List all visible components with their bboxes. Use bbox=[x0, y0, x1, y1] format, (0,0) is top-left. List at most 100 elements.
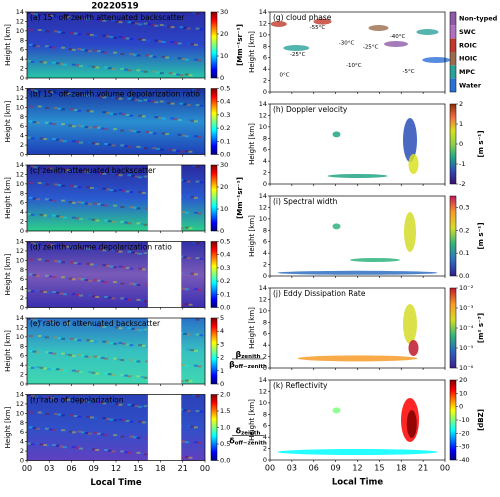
heatmap-texture bbox=[123, 374, 128, 377]
phase-region bbox=[313, 18, 332, 25]
heatmap-texture bbox=[70, 337, 75, 340]
heatmap-texture bbox=[113, 36, 118, 39]
heatmap-texture bbox=[93, 417, 98, 420]
y-tick-label: 4 bbox=[263, 433, 267, 441]
heatmap-texture bbox=[55, 215, 60, 218]
heatmap-texture bbox=[195, 89, 200, 92]
heatmap-texture bbox=[125, 190, 130, 193]
heatmap-texture bbox=[95, 247, 100, 250]
heatmap-texture bbox=[53, 168, 58, 171]
panel-title: (j) Eddy Dissipation Rate bbox=[273, 289, 366, 298]
heatmap-texture bbox=[102, 96, 107, 99]
heatmap-texture bbox=[127, 222, 132, 225]
heatmap-texture bbox=[70, 16, 75, 19]
colorbar-tick-label: 0.2 bbox=[220, 277, 230, 285]
heatmap-texture bbox=[98, 19, 103, 22]
heatmap-texture bbox=[141, 344, 146, 347]
heatmap-texture bbox=[132, 283, 137, 286]
heatmap-texture bbox=[46, 320, 51, 323]
heatmap-texture bbox=[159, 24, 164, 27]
heatmap-texture bbox=[125, 343, 130, 346]
heatmap-texture bbox=[35, 121, 40, 124]
heatmap-texture bbox=[152, 70, 157, 73]
colorbar-tick-label: 0.3 bbox=[220, 111, 230, 119]
heatmap-texture bbox=[123, 451, 128, 454]
heatmap-texture bbox=[120, 450, 125, 453]
heatmap-texture bbox=[136, 130, 141, 133]
heatmap-texture bbox=[179, 26, 184, 29]
heatmap-texture bbox=[39, 137, 44, 140]
heatmap-texture bbox=[95, 143, 100, 146]
colorbar-tick-label: 10 bbox=[220, 205, 228, 213]
heatmap-texture bbox=[53, 398, 58, 401]
heatmap-texture bbox=[70, 31, 75, 34]
heatmap-texture bbox=[43, 214, 48, 217]
denominator-subscript: off−zenith bbox=[235, 363, 267, 369]
heatmap-texture bbox=[79, 246, 84, 249]
heatmap-texture bbox=[62, 398, 67, 401]
heatmap-texture bbox=[46, 90, 51, 93]
heatmap-texture bbox=[50, 397, 55, 400]
y-tick-label: 8 bbox=[20, 419, 24, 427]
heatmap-texture bbox=[35, 366, 40, 369]
heatmap-texture bbox=[28, 273, 33, 276]
heatmap-texture bbox=[186, 180, 191, 183]
heatmap-texture bbox=[102, 264, 107, 267]
y-tick-label: 4 bbox=[20, 438, 24, 446]
denominator-symbol: δ bbox=[229, 436, 235, 445]
legend-label: Non-typed bbox=[459, 15, 498, 23]
panel-title: (h) Doppler velocity bbox=[273, 105, 348, 114]
legend-label: ROIC bbox=[459, 41, 477, 49]
heatmap-texture bbox=[186, 257, 191, 260]
y-tick-label: 0 bbox=[263, 88, 267, 96]
y-tick-label: 4 bbox=[20, 361, 24, 369]
heatmap-texture bbox=[70, 261, 75, 264]
heatmap-texture bbox=[195, 410, 200, 413]
heatmap-texture bbox=[179, 332, 184, 335]
heatmap-texture bbox=[66, 245, 71, 248]
heatmap-texture bbox=[132, 359, 137, 362]
heatmap-texture bbox=[197, 441, 202, 444]
heatmap-texture bbox=[102, 34, 107, 37]
heatmap-texture bbox=[41, 412, 46, 415]
heatmap-texture bbox=[122, 113, 127, 116]
colorbar-label-numerator: δzenith bbox=[236, 426, 261, 436]
y-axis-label: Height [km] bbox=[4, 253, 12, 295]
heatmap-texture bbox=[179, 380, 184, 383]
heatmap-texture bbox=[118, 112, 123, 115]
heatmap-texture bbox=[113, 51, 118, 54]
heatmap-texture bbox=[61, 123, 66, 126]
heatmap-texture bbox=[73, 338, 78, 341]
heatmap-texture bbox=[192, 12, 197, 14]
heatmap-texture bbox=[127, 97, 132, 100]
heatmap-texture bbox=[183, 179, 188, 182]
heatmap-texture bbox=[66, 92, 71, 95]
heatmap-texture bbox=[136, 298, 141, 301]
heatmap-texture bbox=[184, 73, 189, 76]
heatmap-texture bbox=[82, 94, 87, 97]
legend-swatch bbox=[450, 25, 456, 39]
heatmap-texture bbox=[113, 419, 118, 422]
heatmap-texture bbox=[170, 102, 175, 105]
heatmap-texture bbox=[62, 321, 67, 324]
heatmap-texture bbox=[61, 46, 66, 49]
heatmap-texture bbox=[48, 428, 53, 431]
x-tick-label: 21 bbox=[178, 464, 188, 473]
heatmap-texture bbox=[46, 291, 51, 294]
isotherm-label: -55°C bbox=[310, 25, 326, 31]
heatmap-texture bbox=[30, 366, 35, 369]
heatmap-texture bbox=[129, 359, 134, 362]
heatmap-texture bbox=[120, 129, 125, 132]
y-tick-label: 0 bbox=[20, 304, 24, 312]
echo-region bbox=[332, 223, 341, 230]
heatmap-texture bbox=[127, 375, 132, 378]
heatmap-texture bbox=[177, 57, 182, 60]
heatmap-texture bbox=[134, 328, 139, 331]
y-tick-label: 12 bbox=[259, 295, 267, 303]
heatmap-texture bbox=[138, 176, 143, 179]
heatmap-texture bbox=[122, 419, 127, 422]
heatmap-texture bbox=[134, 252, 139, 255]
heatmap-texture bbox=[136, 54, 141, 57]
heatmap-texture bbox=[102, 187, 107, 190]
heatmap-texture bbox=[161, 55, 166, 58]
